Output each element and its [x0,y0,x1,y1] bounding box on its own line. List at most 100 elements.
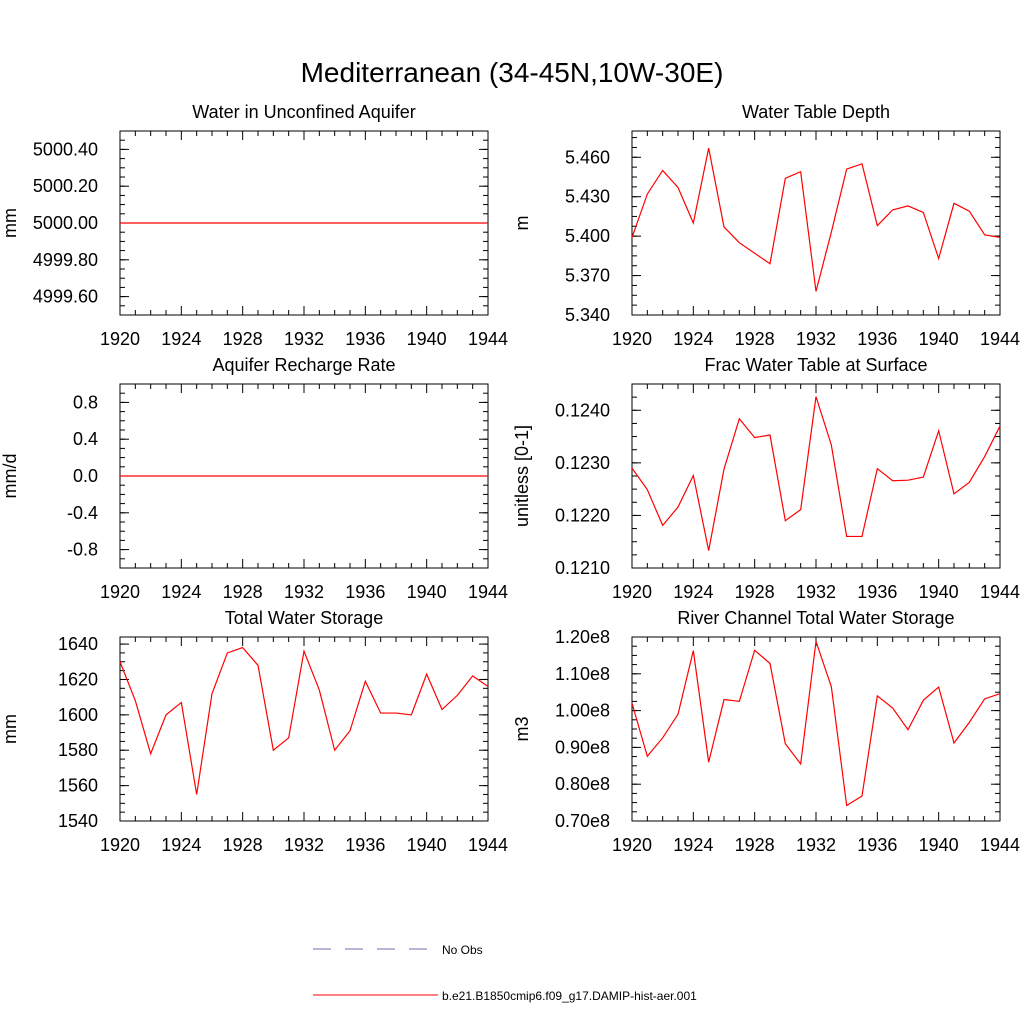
x-tick-label: 1940 [407,835,447,855]
series-line [631,641,1001,807]
y-tick-label: 1.10e8 [555,664,610,684]
y-tick-label: 0.4 [73,429,98,449]
x-tick-label: 1936 [345,582,385,602]
x-tick-label: 1920 [100,582,140,602]
legend: No Obs b.e21.B1850cmip6.f09_g17.DAMIP-hi… [313,943,697,1003]
y-tick-label: -0.8 [67,540,98,560]
series-line [631,147,1001,292]
y-tick-label: 5.400 [565,226,610,246]
y-tick-label: 5000.00 [33,213,98,233]
x-tick-label: 1924 [673,835,713,855]
panel-1: Water in Unconfined Aquifer mm 1920 1924 192… [0,102,508,349]
y-tick-label: -0.4 [67,503,98,523]
figure-title: Mediterranean (34-45N,10W-30E) [301,57,724,88]
y-tick-label: 5.460 [565,147,610,167]
panel-2: Water Table Depth m 1920 1924 1928 1932 1936 19… [512,102,1020,349]
y-axis-label: unitless [0-1] [512,425,532,527]
x-tick-label: 1936 [857,582,897,602]
x-tick-label: 1932 [796,582,836,602]
x-tick-label: 1944 [980,835,1020,855]
y-tick-label: 1600 [58,705,98,725]
y-axis-label: mm [0,714,20,744]
x-tick-label: 1928 [223,329,263,349]
panel-title: Water Table Depth [742,102,890,122]
plot-frame [631,383,1001,569]
y-axis-label: mm/d [0,454,20,499]
x-tick-label: 1920 [100,329,140,349]
x-tick-label: 1920 [612,582,652,602]
x-tick-label: 1924 [161,582,201,602]
series-line [631,396,1001,551]
x-tick-label: 1940 [407,582,447,602]
x-tick-label: 1920 [100,835,140,855]
x-tick-label: 1944 [468,329,508,349]
x-tick-label: 1932 [284,329,324,349]
y-tick-label: 5.370 [565,266,610,286]
legend-obs-label: No Obs [442,943,483,957]
y-tick-label: 4999.60 [33,287,98,307]
x-tick-label: 1936 [857,835,897,855]
y-tick-label: 1540 [58,811,98,831]
y-tick-label: 0.8 [73,392,98,412]
x-tick-label: 1940 [919,835,959,855]
y-axis-label: mm [0,208,20,238]
x-tick-label: 1936 [345,835,385,855]
y-tick-label: 0.1210 [555,558,610,578]
x-tick-label: 1932 [796,329,836,349]
panel-title: Water in Unconfined Aquifer [192,102,415,122]
x-tick-label: 1944 [468,835,508,855]
y-tick-label: 4999.80 [33,250,98,270]
x-tick-label: 1924 [161,835,201,855]
y-tick-label: 1640 [58,634,98,654]
x-tick-label: 1940 [919,329,959,349]
x-tick-label: 1932 [284,835,324,855]
y-tick-label: 0.70e8 [555,811,610,831]
y-tick-label: 0.0 [73,466,98,486]
y-tick-label: 1.00e8 [555,701,610,721]
y-tick-label: 5000.40 [33,139,98,159]
legend-model-label: b.e21.B1850cmip6.f09_g17.DAMIP-hist-aer.… [442,989,697,1003]
x-tick-label: 1924 [673,329,713,349]
x-tick-label: 1940 [407,329,447,349]
x-tick-label: 1936 [345,329,385,349]
y-tick-label: 0.90e8 [555,737,610,757]
panel-title: Aquifer Recharge Rate [212,355,395,375]
x-tick-label: 1932 [796,835,836,855]
panel-title: River Channel Total Water Storage [677,608,954,628]
series-line [119,646,489,795]
y-axis-label: m3 [512,716,532,741]
y-tick-label: 1.20e8 [555,627,610,647]
x-tick-label: 1928 [223,835,263,855]
y-tick-label: 5000.20 [33,176,98,196]
y-tick-label: 5.340 [565,305,610,325]
x-tick-label: 1928 [735,835,775,855]
x-tick-label: 1924 [673,582,713,602]
x-tick-label: 1920 [612,329,652,349]
x-tick-label: 1928 [223,582,263,602]
x-tick-label: 1944 [468,582,508,602]
panels: Water in Unconfined Aquifer mm 1920 1924 192… [0,102,1020,855]
x-tick-label: 1928 [735,329,775,349]
y-tick-label: 1560 [58,776,98,796]
y-tick-label: 0.1240 [555,400,610,420]
panel-6: River Channel Total Water Storage m3 1920 1… [512,608,1020,855]
x-tick-label: 1932 [284,582,324,602]
plot-frame [119,636,489,822]
y-tick-label: 5.430 [565,187,610,207]
x-tick-label: 1940 [919,582,959,602]
x-tick-label: 1920 [612,835,652,855]
panel-title: Total Water Storage [225,608,383,628]
panel-4: Frac Water Table at Surface unitless [0-1… [512,355,1020,602]
panel-3: Aquifer Recharge Rate mm/d 1920 1924 1928 193… [0,355,508,602]
x-tick-label: 1924 [161,329,201,349]
panel-5: Total Water Storage mm 1920 1924 1928 1932 193… [0,608,508,855]
y-axis-label: m [512,216,532,231]
y-tick-label: 1580 [58,740,98,760]
x-tick-label: 1944 [980,329,1020,349]
y-tick-label: 1620 [58,669,98,689]
y-tick-label: 0.80e8 [555,774,610,794]
x-tick-label: 1936 [857,329,897,349]
x-tick-label: 1928 [735,582,775,602]
y-tick-label: 0.1230 [555,453,610,473]
